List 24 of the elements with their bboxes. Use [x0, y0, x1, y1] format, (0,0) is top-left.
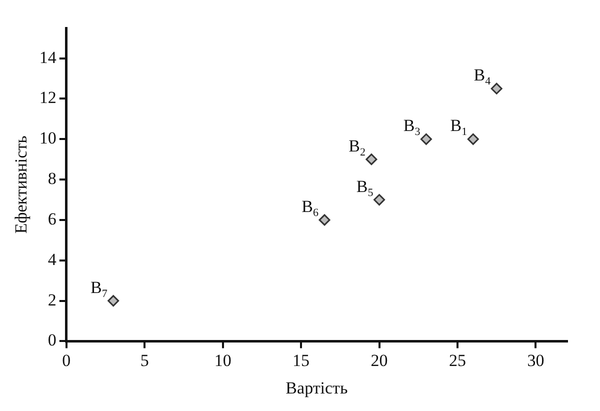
- x-axis-title: Вартість: [286, 378, 348, 398]
- x-tick-label: 15: [292, 350, 310, 370]
- point: [420, 133, 432, 145]
- x-tick-label: 30: [527, 350, 544, 370]
- point: [108, 295, 120, 307]
- point: [318, 214, 330, 226]
- y-tick-label: 6: [48, 209, 56, 228]
- y-tick-label: 8: [48, 169, 56, 188]
- y-tick-label: 10: [39, 128, 56, 148]
- y-tick-label: 14: [39, 48, 57, 67]
- point: [467, 133, 479, 145]
- x-tick-label: 5: [140, 350, 149, 370]
- x-tick-label: 10: [214, 350, 232, 370]
- y-axis-title: Ефективність: [12, 135, 31, 234]
- point: [366, 154, 378, 166]
- y-tick-label: 12: [39, 88, 56, 108]
- x-tick-label: 20: [370, 350, 388, 370]
- x-tick-label: 0: [62, 350, 71, 370]
- y-tick-label: 4: [48, 250, 57, 269]
- point: [490, 82, 502, 94]
- y-tick-label: 0: [48, 330, 56, 350]
- x-tick-label: 25: [448, 350, 466, 370]
- y-tick-label: 2: [48, 290, 56, 310]
- point: [374, 194, 386, 206]
